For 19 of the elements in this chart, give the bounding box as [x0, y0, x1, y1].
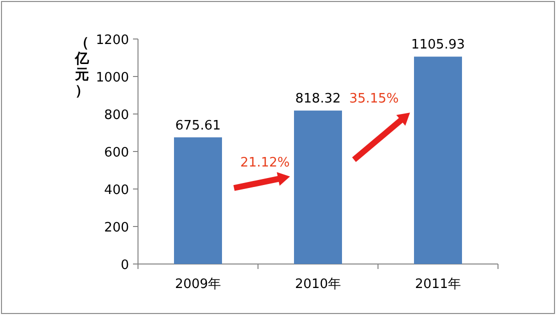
- y-tick-label: 400: [104, 183, 129, 198]
- y-tick-label: 1200: [96, 33, 129, 48]
- x-tick-label: 2010年: [294, 277, 342, 292]
- data-label: 818.32: [295, 92, 341, 107]
- data-label: 1105.93: [411, 38, 465, 53]
- y-tick-label: 600: [104, 146, 129, 160]
- x-tick-label: 2011年: [414, 277, 462, 292]
- annotation: 35.15%: [349, 92, 399, 107]
- bar: [414, 56, 462, 264]
- x-tick-label: 2009年: [174, 277, 222, 292]
- y-axis-title: （亿元）: [74, 35, 90, 99]
- annotation: 21.12%: [240, 156, 290, 171]
- bar: [174, 137, 222, 264]
- bar: [294, 110, 342, 264]
- data-label: 675.61: [175, 118, 221, 134]
- y-tick-label: 0: [120, 258, 129, 273]
- y-tick-label: 200: [104, 220, 129, 236]
- y-tick-label: 1000: [96, 70, 129, 86]
- y-tick-label: 800: [104, 108, 129, 123]
